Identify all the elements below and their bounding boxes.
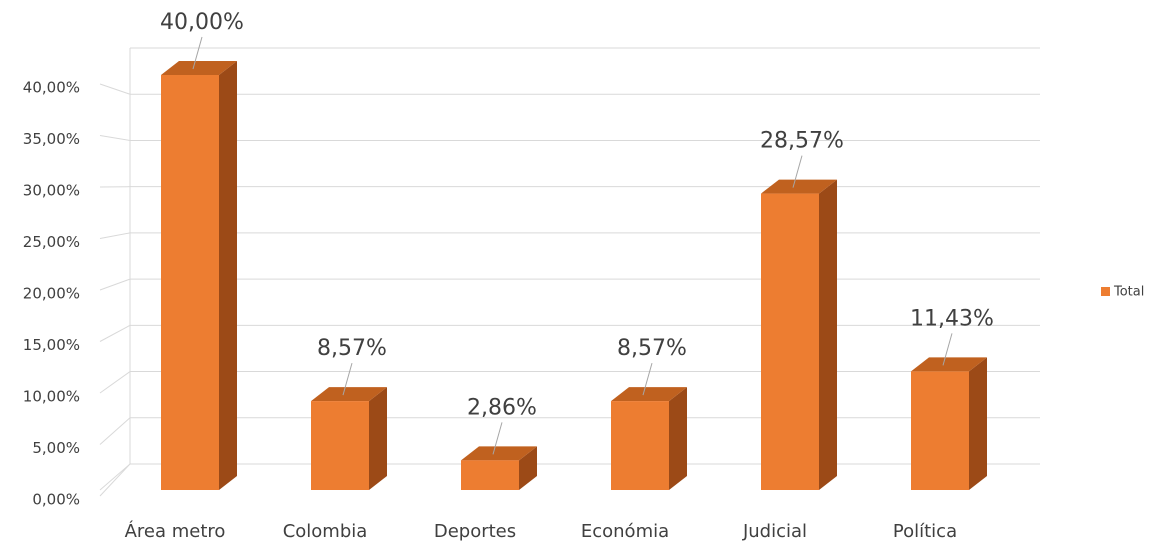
leader-line — [642, 362, 653, 396]
bar-side — [219, 61, 237, 490]
value-label: 8,57% — [617, 336, 687, 361]
bar — [161, 75, 219, 490]
y-tick-label: 20,00% — [23, 285, 80, 303]
y-tick-label: 15,00% — [23, 336, 80, 354]
x-tick-label: Política — [893, 521, 957, 542]
x-tick-label: Área metro — [125, 520, 226, 542]
x-tick-label: Económia — [581, 521, 669, 542]
bar-top — [311, 387, 387, 402]
grid-line-side — [99, 463, 131, 497]
grid-line-side — [99, 232, 131, 239]
value-label: 2,86% — [467, 395, 537, 420]
bar — [611, 401, 669, 490]
bar-side — [669, 387, 687, 490]
bar-side — [369, 387, 387, 490]
y-tick-label: 10,00% — [23, 388, 80, 406]
bar-side — [969, 357, 987, 490]
bar — [311, 401, 369, 490]
grid-line-side — [99, 324, 131, 342]
y-tick-label: 35,00% — [23, 130, 80, 148]
value-label: 11,43% — [910, 306, 994, 331]
bar-top — [461, 446, 537, 461]
grid-line-side — [99, 371, 131, 394]
leader-line — [492, 422, 503, 455]
leader-line — [792, 155, 803, 188]
grid-line-side — [99, 278, 131, 291]
x-tick-label: Deportes — [434, 521, 516, 542]
legend-label: Total — [1113, 285, 1144, 300]
value-label: 40,00% — [160, 10, 244, 35]
value-label: 8,57% — [317, 336, 387, 361]
y-tick-label: 5,00% — [32, 439, 80, 457]
y-tick-label: 25,00% — [23, 233, 80, 251]
leader-line — [942, 333, 953, 366]
x-tick-label: Colombia — [283, 521, 368, 542]
bar-side — [519, 446, 537, 490]
floor-left — [99, 463, 131, 491]
bar-top — [761, 179, 837, 194]
leader-line — [192, 36, 203, 70]
bar — [761, 193, 819, 490]
y-tick-label: 0,00% — [32, 491, 80, 509]
grid-line-side — [99, 83, 131, 95]
grid-line-side — [99, 417, 131, 445]
bar — [911, 371, 969, 490]
x-tick-label: Judicial — [742, 521, 807, 542]
bar — [461, 460, 519, 490]
value-label: 28,57% — [760, 129, 844, 154]
legend-swatch — [1101, 287, 1110, 296]
bar-top — [161, 61, 237, 75]
y-tick-label: 30,00% — [23, 182, 80, 200]
leader-line — [342, 362, 353, 396]
bar-top — [611, 387, 687, 402]
grid-line-side — [99, 135, 131, 141]
y-tick-label: 40,00% — [23, 79, 80, 97]
bar-side — [819, 179, 837, 490]
bar-top — [911, 357, 987, 372]
